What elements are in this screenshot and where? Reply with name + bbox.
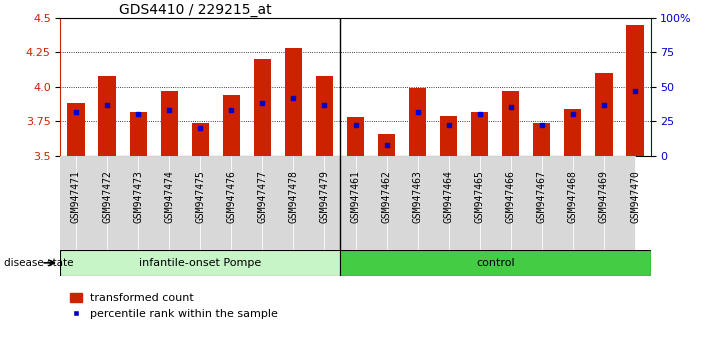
Bar bbox=[378, 134, 395, 156]
Bar bbox=[231, 156, 262, 250]
Text: disease state: disease state bbox=[4, 258, 73, 268]
Text: GSM947477: GSM947477 bbox=[257, 170, 267, 223]
Bar bbox=[68, 103, 85, 156]
Bar bbox=[223, 95, 240, 156]
Bar bbox=[595, 73, 612, 156]
Text: GSM947475: GSM947475 bbox=[196, 170, 205, 223]
Text: GSM947473: GSM947473 bbox=[133, 170, 143, 223]
Bar bbox=[192, 122, 209, 156]
Bar bbox=[262, 156, 294, 250]
Bar bbox=[138, 156, 169, 250]
Text: GSM947472: GSM947472 bbox=[102, 170, 112, 223]
Bar bbox=[502, 91, 519, 156]
Bar bbox=[161, 91, 178, 156]
Bar bbox=[45, 156, 76, 250]
Bar bbox=[201, 156, 231, 250]
Text: control: control bbox=[476, 258, 515, 268]
Bar bbox=[60, 250, 340, 276]
Bar bbox=[324, 156, 356, 250]
Bar bbox=[356, 156, 387, 250]
Text: GSM947463: GSM947463 bbox=[412, 170, 422, 223]
Text: GSM947465: GSM947465 bbox=[475, 170, 485, 223]
Text: GSM947479: GSM947479 bbox=[319, 170, 329, 223]
Text: GSM947470: GSM947470 bbox=[630, 170, 640, 223]
Bar bbox=[76, 156, 107, 250]
Bar bbox=[294, 156, 324, 250]
Bar bbox=[417, 156, 449, 250]
Bar bbox=[99, 76, 116, 156]
Text: GSM947469: GSM947469 bbox=[599, 170, 609, 223]
Text: infantile-onset Pompe: infantile-onset Pompe bbox=[139, 258, 262, 268]
Bar bbox=[626, 24, 643, 156]
Bar bbox=[533, 122, 550, 156]
Bar bbox=[542, 156, 573, 250]
Text: GSM947466: GSM947466 bbox=[506, 170, 515, 223]
Text: GSM947468: GSM947468 bbox=[568, 170, 578, 223]
Bar bbox=[573, 156, 604, 250]
Bar bbox=[510, 156, 542, 250]
Text: GSM947467: GSM947467 bbox=[537, 170, 547, 223]
Legend: transformed count, percentile rank within the sample: transformed count, percentile rank withi… bbox=[66, 289, 283, 324]
Text: GSM947471: GSM947471 bbox=[71, 170, 81, 223]
Bar bbox=[449, 156, 480, 250]
Bar bbox=[340, 250, 651, 276]
Bar bbox=[316, 76, 333, 156]
Bar bbox=[480, 156, 510, 250]
Bar bbox=[409, 88, 426, 156]
Bar bbox=[565, 109, 582, 156]
Bar bbox=[169, 156, 201, 250]
Bar bbox=[285, 48, 302, 156]
Bar bbox=[129, 112, 146, 156]
Bar bbox=[471, 112, 488, 156]
Bar bbox=[440, 116, 457, 156]
Bar bbox=[107, 156, 138, 250]
Text: GSM947476: GSM947476 bbox=[226, 170, 236, 223]
Bar bbox=[387, 156, 417, 250]
Text: GSM947464: GSM947464 bbox=[444, 170, 454, 223]
Text: GSM947478: GSM947478 bbox=[289, 170, 299, 223]
Text: GSM947474: GSM947474 bbox=[164, 170, 174, 223]
Bar bbox=[347, 117, 364, 156]
Text: GDS4410 / 229215_at: GDS4410 / 229215_at bbox=[119, 3, 272, 17]
Text: GSM947461: GSM947461 bbox=[351, 170, 360, 223]
Text: GSM947462: GSM947462 bbox=[382, 170, 392, 223]
Bar bbox=[604, 156, 635, 250]
Bar bbox=[254, 59, 271, 156]
